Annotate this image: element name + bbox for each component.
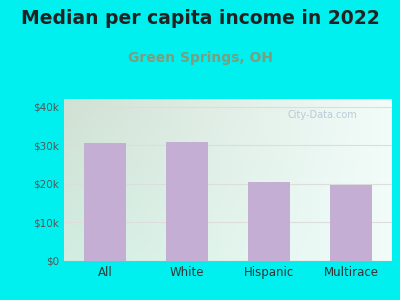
- Text: City-Data.com: City-Data.com: [287, 110, 357, 120]
- Text: Green Springs, OH: Green Springs, OH: [128, 51, 272, 65]
- Text: Median per capita income in 2022: Median per capita income in 2022: [21, 9, 379, 28]
- Bar: [166, 142, 208, 261]
- Bar: [330, 184, 372, 261]
- Bar: [248, 182, 290, 261]
- Bar: [84, 143, 126, 261]
